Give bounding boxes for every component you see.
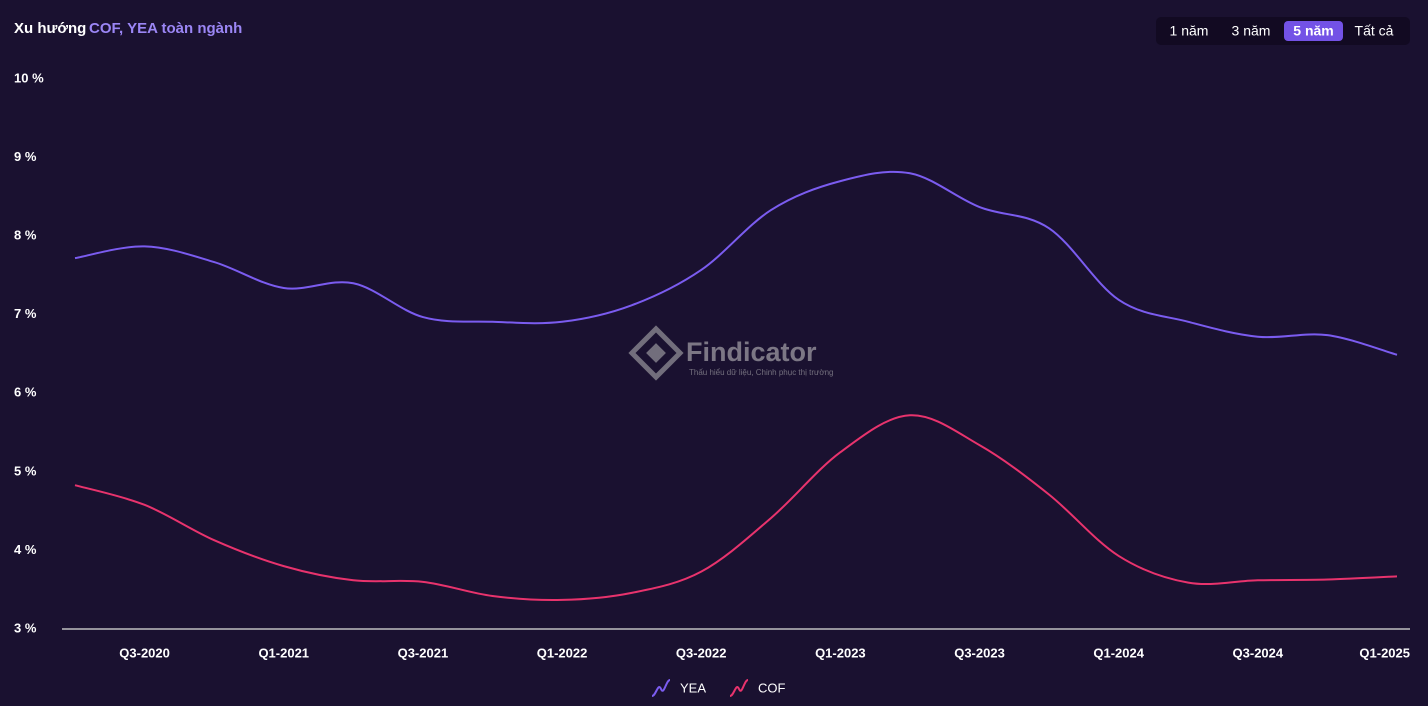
y-tick-label: 4 % xyxy=(14,542,37,557)
range-button[interactable]: 1 năm xyxy=(1170,23,1209,39)
legend-icon xyxy=(651,679,671,697)
x-tick-label: Q3-2024 xyxy=(1233,645,1284,660)
x-tick-label: Q3-2023 xyxy=(954,645,1005,660)
range-button[interactable]: 5 năm xyxy=(1293,23,1333,39)
y-tick-label: 7 % xyxy=(14,306,37,321)
x-tick-label: Q3-2020 xyxy=(119,645,170,660)
legend-icon xyxy=(729,679,749,697)
range-switcher xyxy=(1156,17,1410,45)
x-tick-label: Q3-2022 xyxy=(676,645,727,660)
legend-label[interactable]: COF xyxy=(758,680,786,695)
watermark-name: Findicator xyxy=(686,337,817,367)
x-tick-label: Q3-2021 xyxy=(398,645,449,660)
y-tick-label: 3 % xyxy=(14,620,37,635)
y-tick-label: 9 % xyxy=(14,149,37,164)
x-tick-label: Q1-2024 xyxy=(1093,645,1144,660)
y-tick-label: 6 % xyxy=(14,385,37,400)
y-tick-label: 5 % xyxy=(14,463,37,478)
x-tick-label: Q1-2022 xyxy=(537,645,588,660)
range-button[interactable]: 3 năm xyxy=(1232,23,1271,39)
watermark: Findicator Thấu hiểu dữ liệu, Chinh phục… xyxy=(628,325,833,381)
x-tick-label: Q1-2023 xyxy=(815,645,866,660)
line-0 xyxy=(74,170,1398,356)
y-tick-label: 8 % xyxy=(14,228,37,243)
range-button[interactable]: Tất cả xyxy=(1355,23,1394,39)
chart-subtitle: COF, YEA toàn ngành xyxy=(89,20,242,37)
range-button-active xyxy=(1284,21,1343,41)
y-tick-label: 10 % xyxy=(14,70,44,85)
chart-title: Xu hướng xyxy=(14,20,86,37)
x-tick-label: Q1-2025 xyxy=(1359,645,1410,660)
line-1 xyxy=(74,414,1398,602)
watermark-logo xyxy=(628,325,684,381)
legend-label[interactable]: YEA xyxy=(680,680,706,695)
x-tick-label: Q1-2021 xyxy=(258,645,309,660)
watermark-tagline: Thấu hiểu dữ liệu, Chinh phục thị trường xyxy=(689,368,833,377)
